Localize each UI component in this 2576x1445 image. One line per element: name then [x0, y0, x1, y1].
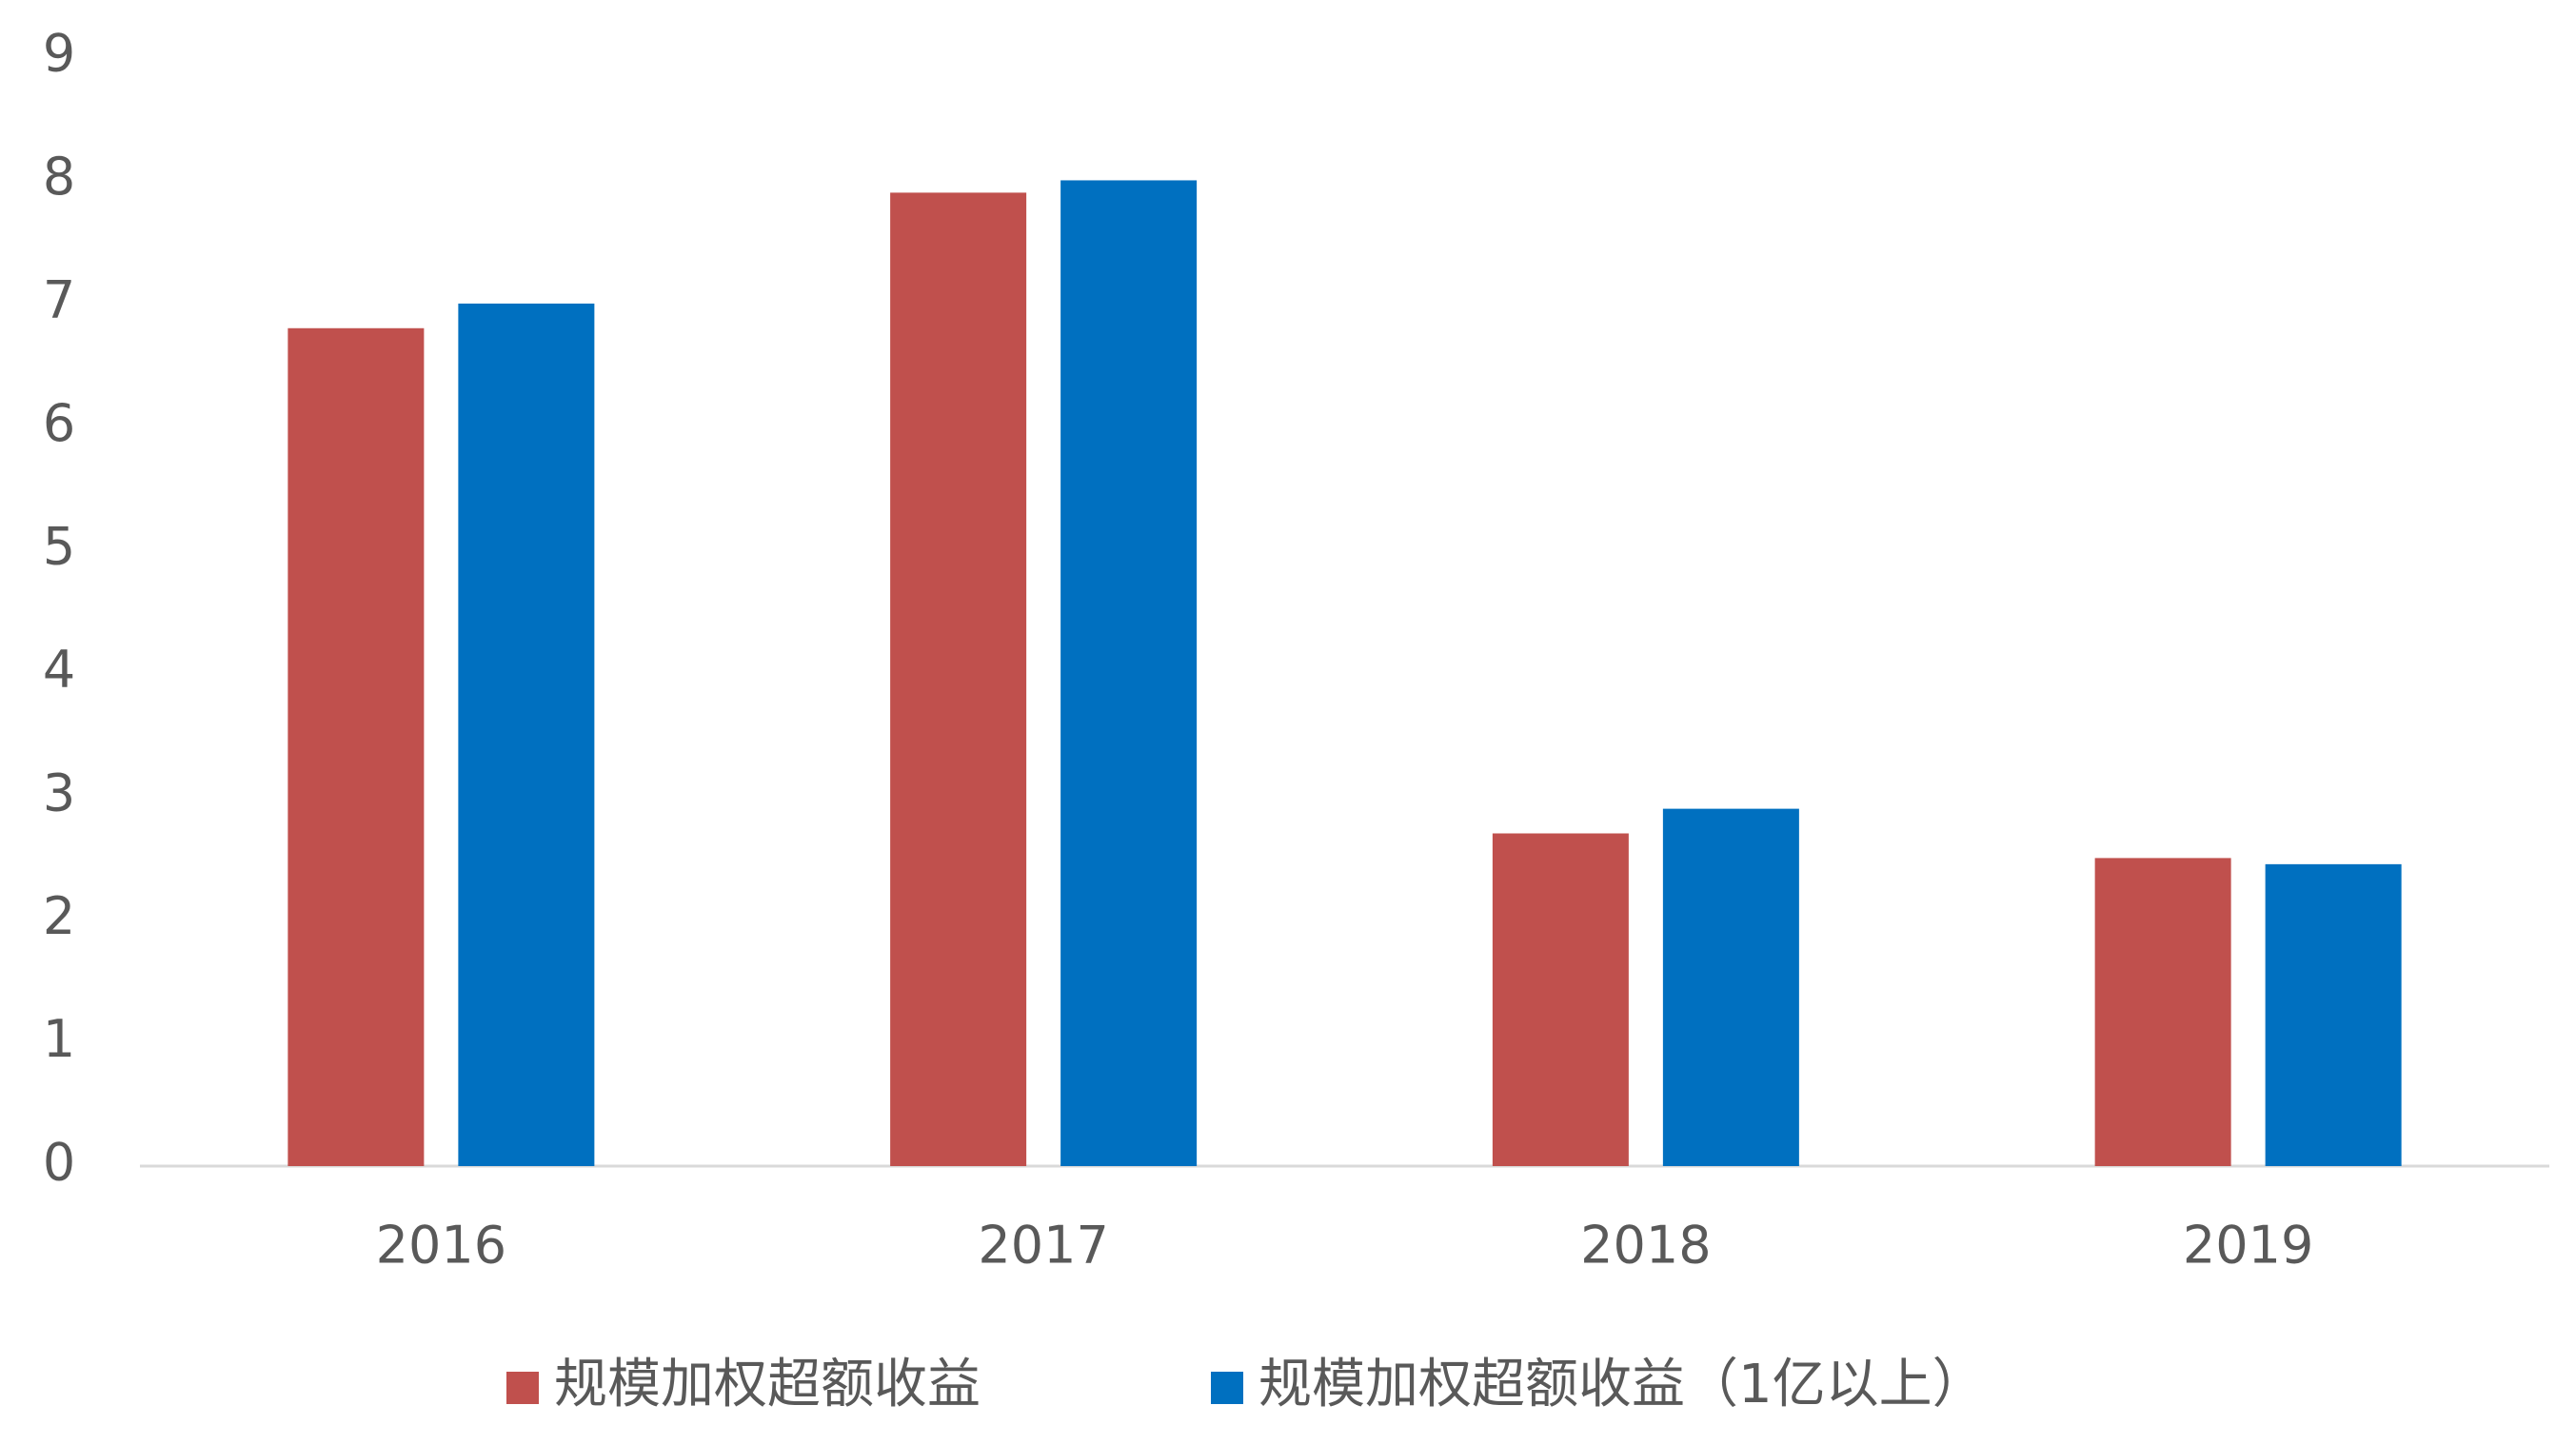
y-tick-label: 7	[43, 270, 75, 330]
bar	[2265, 863, 2402, 1166]
bar	[1492, 833, 1629, 1166]
bar	[2094, 858, 2231, 1166]
bar	[1060, 180, 1198, 1166]
bar	[458, 303, 595, 1166]
y-tick-label: 8	[43, 147, 75, 207]
bar	[287, 327, 425, 1166]
x-tick-label: 2019	[2183, 1216, 2313, 1276]
bar	[1662, 808, 1799, 1166]
legend-label: 规模加权超额收益	[554, 1354, 981, 1415]
y-tick-label: 3	[43, 762, 75, 822]
x-tick-label: 2018	[1580, 1216, 1711, 1276]
y-tick-label: 0	[43, 1133, 75, 1193]
y-tick-label: 1	[43, 1009, 75, 1069]
y-tick-label: 2	[43, 886, 75, 946]
y-tick-label: 6	[43, 393, 75, 453]
legend-swatch	[506, 1372, 539, 1404]
bar	[890, 192, 1027, 1166]
legend-label: 规模加权超额收益（1亿以上）	[1258, 1354, 1986, 1415]
legend-swatch	[1211, 1372, 1243, 1404]
x-tick-label: 2017	[978, 1216, 1108, 1276]
y-tick-label: 5	[43, 516, 75, 576]
x-tick-label: 2016	[376, 1216, 506, 1276]
y-tick-label: 4	[43, 640, 75, 700]
y-tick-label: 9	[43, 24, 75, 84]
